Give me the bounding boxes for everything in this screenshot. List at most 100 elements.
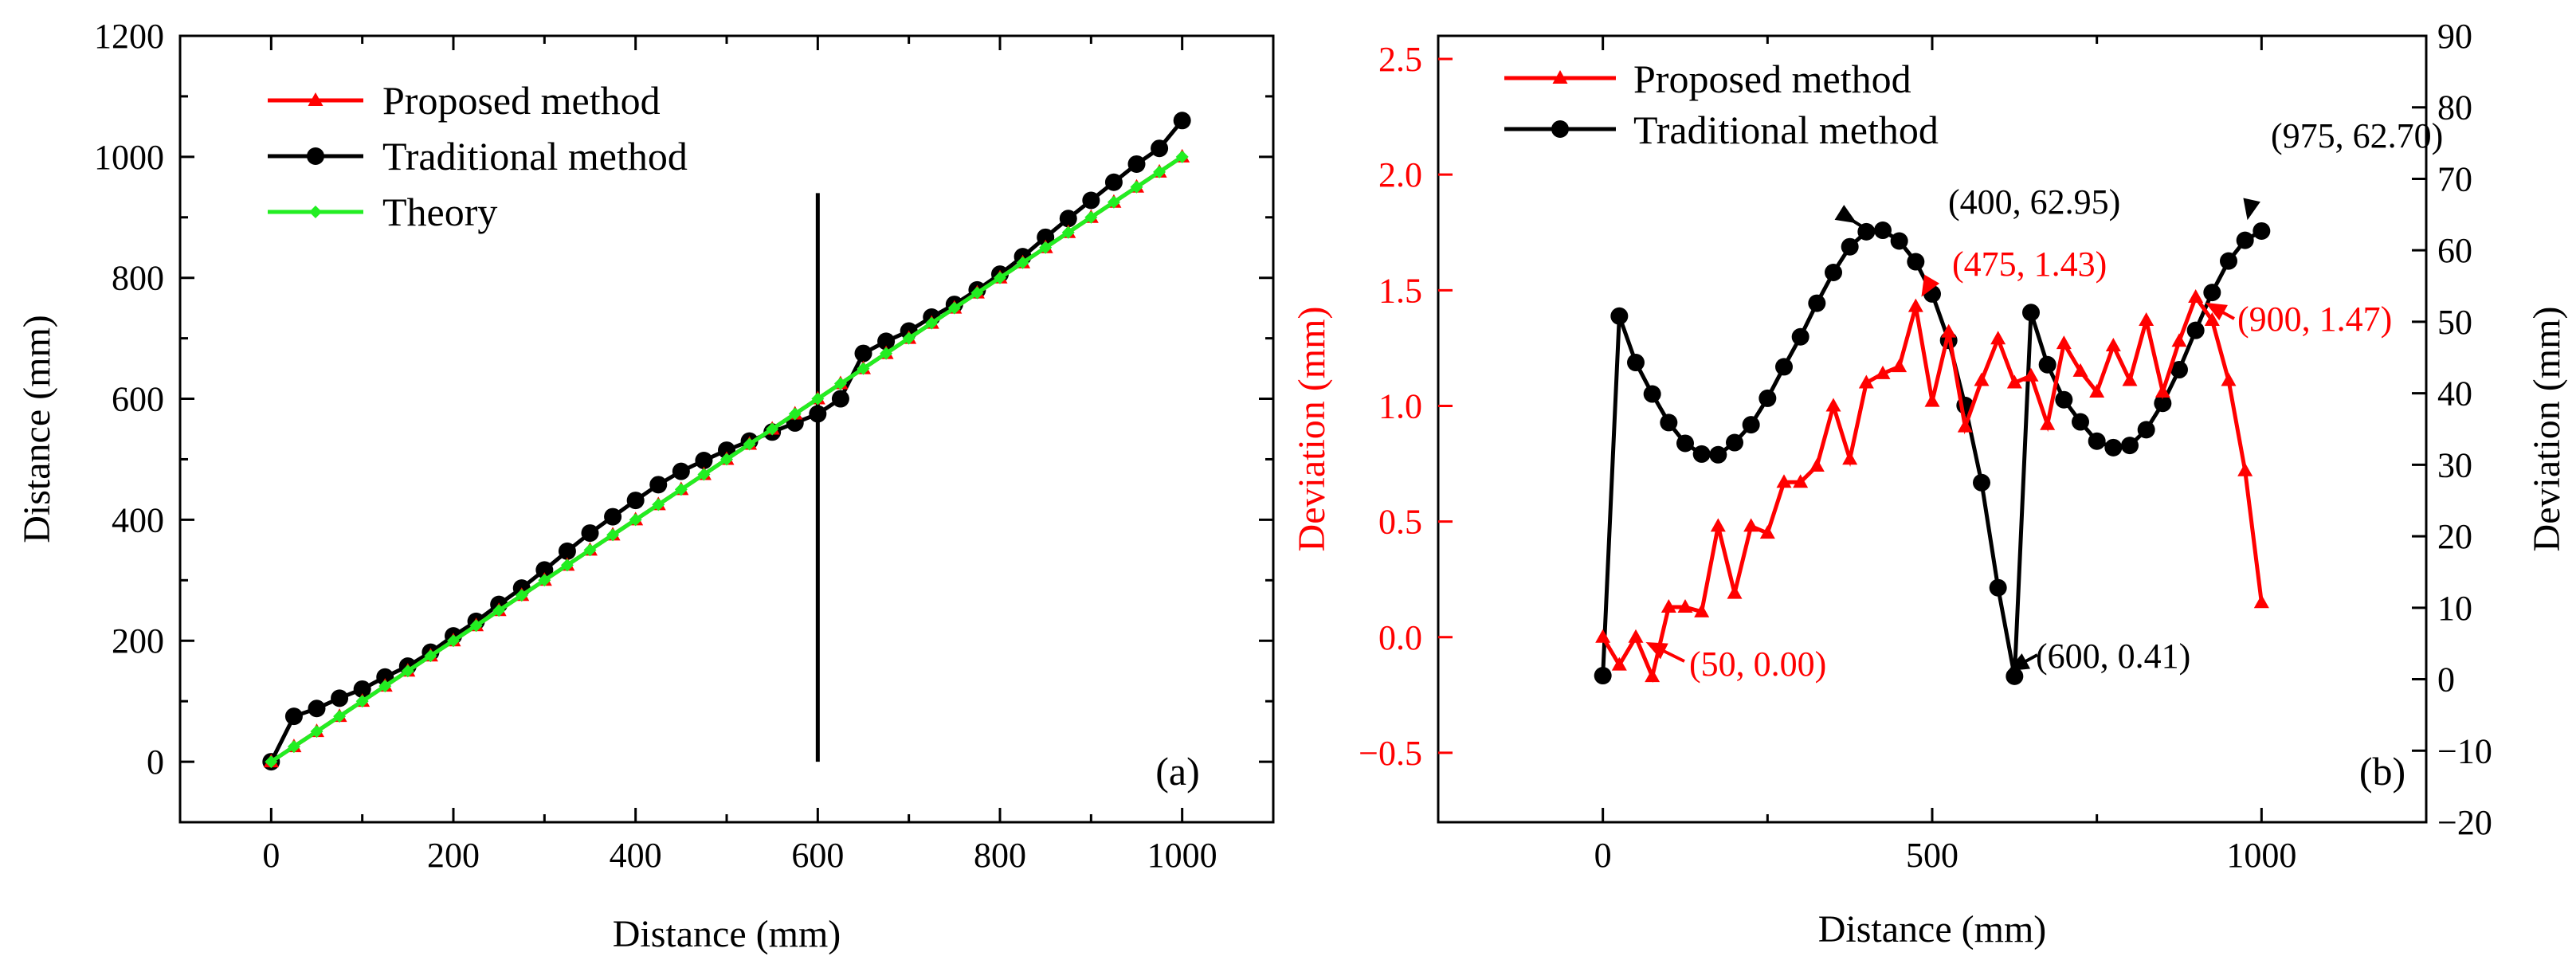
traditional-method-point xyxy=(1059,210,1077,228)
traditional-method-point xyxy=(1907,253,1925,271)
theory-point xyxy=(310,725,323,739)
traditional-method-point xyxy=(1989,578,2007,597)
proposed-method-point xyxy=(1645,668,1660,683)
traditional-method-point xyxy=(1104,173,1123,191)
traditional-method-point xyxy=(1660,413,1678,432)
theory-point xyxy=(857,362,870,375)
traditional-method-point xyxy=(2170,361,2188,379)
annotation-arrowhead xyxy=(1645,641,1668,660)
annotation-label: (475, 1.43) xyxy=(1952,245,2107,284)
proposed-method-point xyxy=(1990,331,2006,345)
traditional-method-point xyxy=(1173,112,1191,130)
traditional-method-point xyxy=(284,707,303,726)
proposed-method-point xyxy=(1957,418,1973,433)
annotation-label: (900, 1.47) xyxy=(2237,300,2392,339)
proposed-method-point xyxy=(1611,656,1627,671)
theory-point xyxy=(994,271,1006,284)
theory-point xyxy=(652,498,665,511)
traditional-method-point xyxy=(1127,155,1146,173)
traditional-method-point xyxy=(1082,191,1100,210)
proposed-method-point xyxy=(1809,457,1825,472)
legend-label-proposed-method: Proposed method xyxy=(1633,57,1911,101)
y-left-tick-label: 1.0 xyxy=(1378,386,1422,425)
legend-marker-theory xyxy=(309,206,322,218)
traditional-method-point xyxy=(1973,473,1990,492)
theory-point xyxy=(811,392,825,406)
x-tick-label: 0 xyxy=(1594,836,1612,875)
y-right-tick-label: −20 xyxy=(2437,803,2492,842)
proposed-method-line xyxy=(1601,292,2264,684)
traditional-method-point xyxy=(2104,438,2123,457)
traditional-method-point xyxy=(2121,437,2139,455)
proposed-method-point xyxy=(2023,367,2039,382)
proposed-method-point xyxy=(1974,372,1990,386)
proposed-method-point xyxy=(1793,474,1809,488)
theory-point xyxy=(447,634,460,648)
y-tick-label: 200 xyxy=(112,621,164,660)
theory-point xyxy=(424,649,437,663)
traditional-method-point xyxy=(1759,389,1777,407)
theory-point xyxy=(947,301,961,315)
x-tick-label: 1000 xyxy=(1147,836,1217,875)
theory-point xyxy=(629,513,642,527)
theory-point xyxy=(880,347,893,360)
traditional-method-point xyxy=(1037,228,1055,246)
theory-point xyxy=(674,483,688,496)
traditional-method-point xyxy=(1841,237,1859,256)
traditional-method-point xyxy=(2006,667,2024,685)
y-left-tick-label: 0.5 xyxy=(1378,503,1422,542)
theory-point xyxy=(1039,241,1053,254)
traditional-method-point xyxy=(535,561,554,579)
x-tick-label: 1000 xyxy=(2226,836,2296,875)
proposed-method-point xyxy=(1858,374,1874,389)
theory-point xyxy=(287,740,300,754)
traditional-method-point xyxy=(1643,385,1661,403)
proposed-method-point xyxy=(2006,374,2022,389)
annotation-label: (600, 0.41) xyxy=(2036,637,2190,676)
annotation-label: (50, 0.00) xyxy=(1689,645,1826,684)
traditional-method-point xyxy=(877,332,896,351)
y-right-tick-label: 50 xyxy=(2437,303,2472,342)
annotation-arrow xyxy=(1660,648,1685,663)
proposed-method-point xyxy=(1595,629,1611,643)
traditional-method-point xyxy=(2220,252,2237,270)
legend-label-theory: Theory xyxy=(382,190,497,234)
y-left-axis-label: Deviation (mm) xyxy=(1291,307,1333,552)
traditional-method-point xyxy=(1742,416,1760,434)
proposed-method-point xyxy=(2221,372,2237,386)
y-right-tick-label: 10 xyxy=(2437,589,2472,628)
proposed-method-point xyxy=(1710,518,1726,532)
x-tick-label: 600 xyxy=(791,836,844,875)
theory-point xyxy=(970,286,984,300)
x-tick-label: 200 xyxy=(427,836,480,875)
traditional-method-point xyxy=(581,524,599,543)
traditional-method-point xyxy=(2055,390,2073,409)
traditional-method-point xyxy=(1676,434,1694,453)
theory-point xyxy=(1084,210,1098,224)
proposed-method-point xyxy=(1875,365,1891,379)
y-right-tick-label: 0 xyxy=(2437,660,2455,700)
proposed-method-point xyxy=(2237,462,2253,476)
theory-point xyxy=(515,589,528,602)
theory-point xyxy=(766,422,779,436)
theory-point xyxy=(743,437,756,451)
y-right-tick-label: 20 xyxy=(2437,517,2472,556)
legend-marker-proposed-method xyxy=(308,92,323,106)
y-right-tick-label: 70 xyxy=(2437,159,2472,198)
x-axis-label: Distance (mm) xyxy=(1818,908,2047,950)
proposed-method-point xyxy=(2122,372,2138,386)
x-tick-label: 400 xyxy=(610,836,662,875)
annotation-arrowhead xyxy=(2243,198,2260,221)
traditional-method-point xyxy=(1825,263,1842,281)
traditional-method-point xyxy=(854,344,872,363)
traditional-method-point xyxy=(331,689,349,707)
panel-label: (a) xyxy=(1155,749,1200,794)
proposed-method-point xyxy=(2072,363,2088,377)
theory-point xyxy=(1175,150,1189,163)
proposed-method-point xyxy=(1660,599,1676,613)
traditional-method-point xyxy=(1610,307,1629,325)
proposed-method-point xyxy=(2204,312,2220,327)
traditional-method-point xyxy=(2088,432,2106,450)
proposed-method-point xyxy=(1677,599,1693,613)
traditional-method-point xyxy=(308,700,326,718)
